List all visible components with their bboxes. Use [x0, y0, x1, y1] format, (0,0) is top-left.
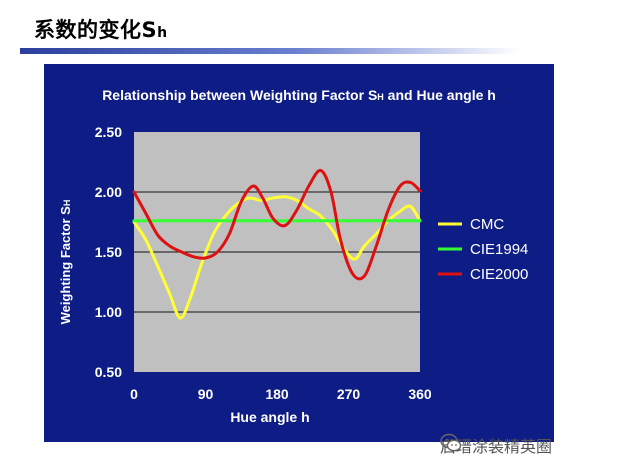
watermark: 启瑨涂装精英圈 [440, 432, 552, 458]
y-tick-label: 0.50 [95, 364, 122, 380]
chart-title: Relationship between Weighting Factor SH… [102, 87, 496, 103]
slide-title-main: 系数的变化S [34, 18, 158, 42]
line-chart: 2.50 2.00 1.50 1.00 0.50 0 90 180 270 360 CMC CIE1… [58, 87, 528, 425]
chart-title-subscript: H [377, 92, 384, 102]
y-axis-label-main: Weighting Factor S [58, 206, 73, 325]
chart-title-tail: and Hue angle h [384, 87, 496, 103]
y-tick-label: 2.00 [95, 184, 122, 200]
legend-label-cie2000: CIE2000 [470, 266, 528, 283]
x-tick-label: 90 [198, 386, 214, 402]
x-tick-label: 0 [130, 386, 138, 402]
y-tick-label: 1.00 [95, 304, 122, 320]
title-underline [20, 48, 520, 54]
legend-label-cmc: CMC [470, 216, 504, 233]
slide-title-subscript: h [157, 25, 168, 41]
wechat-icon [440, 433, 462, 452]
y-axis-label-subscript: H [62, 200, 72, 207]
series-line-cie2000 [132, 168, 422, 281]
y-tick-label: 1.50 [95, 244, 122, 260]
slide-title: 系数的变化Sh [34, 14, 168, 44]
watermark-text: 启瑨涂装精英圈 [440, 437, 553, 456]
x-tick-label: 180 [265, 386, 289, 402]
legend-label-cie1994: CIE1994 [470, 241, 528, 258]
y-axis-label: Weighting Factor SH [58, 200, 73, 325]
chart-title-main: Relationship between Weighting Factor S [102, 87, 377, 103]
chart-panel: 2.50 2.00 1.50 1.00 0.50 0 90 180 270 360 CMC CIE1… [44, 64, 554, 442]
x-axis-label: Hue angle h [230, 409, 309, 425]
y-tick-label: 2.50 [95, 124, 122, 140]
x-tick-label: 360 [408, 386, 432, 402]
x-tick-label: 270 [337, 386, 361, 402]
series-line-cmc [132, 195, 422, 320]
